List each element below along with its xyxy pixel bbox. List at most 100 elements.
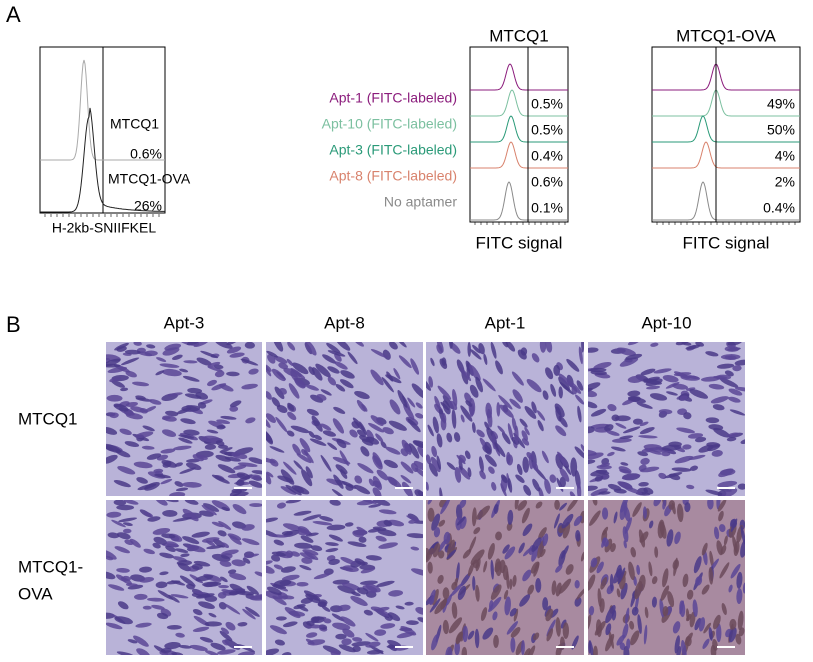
nucleus [290, 425, 310, 434]
nucleus [613, 568, 622, 584]
nucleus [589, 510, 601, 526]
nucleus [565, 564, 574, 575]
nucleus [221, 549, 239, 556]
nucleus [178, 434, 195, 439]
nucleus [305, 342, 317, 356]
histogram [470, 141, 568, 169]
nucleus [266, 560, 273, 565]
nucleus [151, 604, 165, 610]
nucleus [377, 529, 397, 537]
panel-label: B [6, 312, 21, 337]
nucleus [114, 342, 129, 351]
nucleus [676, 427, 695, 434]
nucleus [417, 446, 423, 459]
nucleus [724, 370, 734, 377]
nucleus [561, 513, 574, 529]
nucleus [608, 630, 614, 649]
nucleus [533, 632, 540, 641]
nucleus [611, 446, 626, 452]
nucleus [689, 389, 709, 399]
nucleus [299, 552, 316, 560]
nucleus [328, 558, 340, 565]
nucleus [437, 539, 447, 553]
nucleus [354, 390, 370, 400]
nucleus [229, 573, 247, 581]
nucleus [365, 632, 379, 642]
nucleus [482, 627, 494, 640]
nucleus [237, 622, 248, 627]
nucleus [505, 342, 516, 352]
nucleus [271, 368, 286, 382]
nucleus [363, 609, 373, 616]
nucleus [624, 517, 632, 534]
nucleus [703, 622, 712, 634]
nucleus [679, 395, 688, 401]
nucleus [550, 383, 557, 397]
nucleus [171, 652, 184, 655]
nucleus [460, 414, 465, 423]
nucleus [445, 594, 453, 606]
nucleus [240, 358, 259, 366]
nucleus [403, 403, 415, 421]
nucleus [113, 403, 129, 412]
nucleus [428, 376, 434, 388]
nucleus [527, 584, 535, 595]
nucleus [218, 520, 232, 530]
nucleus [484, 454, 497, 467]
nucleus [283, 461, 297, 475]
nucleus [266, 457, 276, 464]
nucleus [545, 342, 553, 353]
nucleus [196, 357, 212, 366]
nucleus [468, 536, 477, 553]
nucleus [467, 342, 472, 357]
nucleus [661, 444, 682, 451]
histogram [652, 89, 800, 117]
nucleus [274, 386, 285, 400]
nucleus [479, 470, 486, 480]
nucleus [276, 404, 288, 413]
nucleus [632, 502, 642, 518]
nucleus [640, 368, 656, 376]
nucleus [446, 549, 457, 560]
nucleus [220, 627, 230, 635]
nucleus [344, 522, 354, 527]
nucleus [116, 567, 130, 573]
nucleus [269, 446, 285, 453]
nucleus [726, 437, 737, 442]
nucleus [531, 461, 539, 472]
nucleus [275, 616, 287, 621]
nucleus [524, 426, 530, 436]
nucleus [220, 415, 237, 420]
nucleus [493, 634, 499, 649]
nucleus [215, 440, 225, 447]
nucleus [437, 550, 445, 559]
nucleus [243, 553, 260, 558]
nucleus [555, 617, 561, 637]
nucleus [728, 388, 743, 396]
nucleus [372, 487, 382, 496]
nucleus [470, 349, 482, 360]
nucleus [526, 379, 542, 393]
nucleus [490, 584, 502, 600]
nucleus [724, 355, 734, 360]
nucleus [205, 540, 216, 547]
nucleus [217, 464, 236, 474]
nucleus [594, 475, 604, 482]
nucleus [712, 404, 725, 411]
nucleus [487, 543, 495, 560]
nucleus [127, 639, 138, 644]
nucleus [106, 612, 115, 619]
nucleus [700, 376, 720, 382]
nucleus [659, 521, 667, 539]
nucleus [360, 580, 378, 585]
nucleus [285, 500, 302, 504]
nucleus [302, 514, 322, 521]
nucleus [191, 531, 210, 538]
nucleus [628, 561, 635, 581]
nucleus [734, 359, 745, 366]
nucleus [370, 415, 384, 426]
nucleus [490, 559, 494, 580]
nucleus [541, 450, 549, 464]
nucleus [349, 429, 358, 438]
nucleus [388, 420, 407, 431]
